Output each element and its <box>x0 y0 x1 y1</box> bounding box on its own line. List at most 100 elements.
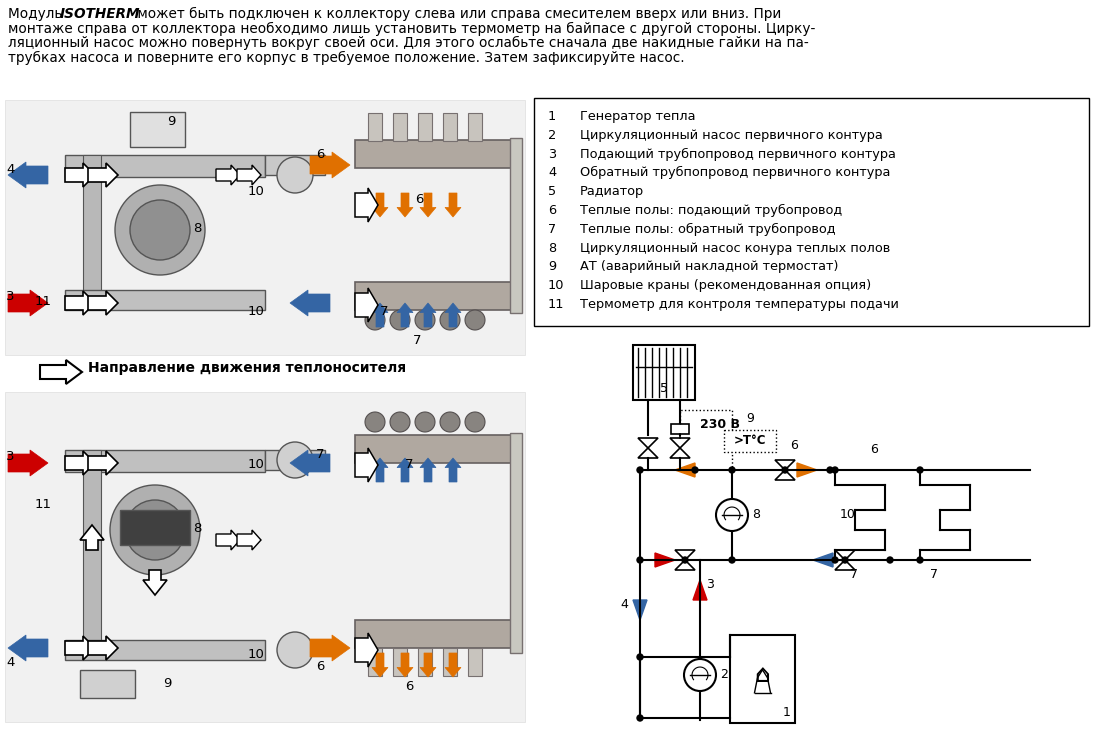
Circle shape <box>842 557 848 563</box>
Circle shape <box>637 467 643 473</box>
Bar <box>534 98 1089 326</box>
Polygon shape <box>237 530 261 550</box>
Bar <box>65 640 265 660</box>
Polygon shape <box>638 448 658 458</box>
Polygon shape <box>310 152 350 178</box>
Polygon shape <box>638 438 658 448</box>
Text: Шаровые краны (рекомендованная опция): Шаровые краны (рекомендованная опция) <box>580 279 871 292</box>
Polygon shape <box>88 451 118 475</box>
Bar <box>131 112 185 147</box>
Circle shape <box>391 310 410 330</box>
Polygon shape <box>445 193 461 217</box>
Text: 7: 7 <box>316 448 325 461</box>
Text: 7: 7 <box>930 568 938 581</box>
Text: 6: 6 <box>405 680 414 693</box>
Polygon shape <box>670 438 690 448</box>
Text: 8: 8 <box>548 242 556 254</box>
Bar <box>355 620 520 648</box>
Text: 8: 8 <box>193 521 202 534</box>
Text: ляционный насос можно повернуть вокруг своей оси. Для этого ослабьте сначала две: ляционный насос можно повернуть вокруг с… <box>8 36 808 50</box>
Polygon shape <box>675 560 695 570</box>
Polygon shape <box>8 635 48 661</box>
Bar <box>418 113 432 141</box>
Polygon shape <box>372 653 388 677</box>
Polygon shape <box>397 653 412 677</box>
Circle shape <box>637 654 643 660</box>
Polygon shape <box>655 553 675 567</box>
Polygon shape <box>372 303 388 327</box>
Circle shape <box>692 467 698 473</box>
Polygon shape <box>8 162 48 188</box>
Bar <box>120 510 190 545</box>
Circle shape <box>730 467 735 473</box>
Text: АТ (аварийный накладной термостат): АТ (аварийный накладной термостат) <box>580 260 838 273</box>
Circle shape <box>917 557 923 563</box>
Text: 1: 1 <box>548 110 556 123</box>
Polygon shape <box>675 463 695 477</box>
Text: 4: 4 <box>5 163 14 176</box>
Text: монтаже справа от коллектора необходимо лишь установить термометр на байпасе с д: монтаже справа от коллектора необходимо … <box>8 21 815 36</box>
Bar <box>80 670 135 698</box>
Polygon shape <box>445 458 461 482</box>
Text: 9: 9 <box>163 677 171 690</box>
Polygon shape <box>445 303 461 327</box>
Text: 3: 3 <box>548 148 556 161</box>
Polygon shape <box>835 550 855 560</box>
Polygon shape <box>813 553 833 567</box>
Text: 4: 4 <box>548 167 556 179</box>
Text: может быть подключен к коллектору слева или справа смесителем вверх или вниз. Пр: может быть подключен к коллектору слева … <box>133 7 781 21</box>
Text: ISOTHERM: ISOTHERM <box>60 7 140 21</box>
Polygon shape <box>355 188 378 222</box>
Text: 10: 10 <box>548 279 565 292</box>
Circle shape <box>278 632 313 668</box>
Text: Термометр для контроля температуры подачи: Термометр для контроля температуры подач… <box>580 298 898 311</box>
Bar <box>443 648 457 676</box>
Polygon shape <box>88 636 118 660</box>
Circle shape <box>131 200 190 260</box>
Text: 3: 3 <box>5 290 14 303</box>
Polygon shape <box>397 303 412 327</box>
Polygon shape <box>355 633 378 667</box>
Circle shape <box>440 412 460 432</box>
Polygon shape <box>65 291 95 315</box>
Text: Генератор тепла: Генератор тепла <box>580 110 695 123</box>
Polygon shape <box>355 288 378 322</box>
Text: 230 В: 230 В <box>700 418 740 431</box>
Bar <box>83 155 101 300</box>
Text: 11: 11 <box>35 498 52 511</box>
Bar <box>83 450 101 650</box>
Text: 7: 7 <box>548 223 556 236</box>
Circle shape <box>365 412 385 432</box>
Polygon shape <box>675 550 695 560</box>
Circle shape <box>440 310 460 330</box>
Bar <box>393 648 407 676</box>
Text: ⌂: ⌂ <box>755 662 770 686</box>
Text: 6: 6 <box>415 193 423 206</box>
Polygon shape <box>445 653 461 677</box>
Text: Циркуляционный насос конура теплых полов: Циркуляционный насос конура теплых полов <box>580 242 891 254</box>
Polygon shape <box>670 448 690 458</box>
Bar <box>65 155 265 177</box>
Polygon shape <box>798 463 817 477</box>
Circle shape <box>415 412 436 432</box>
Polygon shape <box>310 635 350 661</box>
Bar <box>355 435 520 463</box>
Bar <box>5 100 525 355</box>
Text: Обратный трубпопровод первичного контура: Обратный трубпопровод первичного контура <box>580 167 891 180</box>
Bar <box>633 345 695 400</box>
Text: Модуль: Модуль <box>8 7 67 21</box>
Circle shape <box>716 499 748 531</box>
Text: Направление движения теплоносителя: Направление движения теплоносителя <box>88 361 406 375</box>
Polygon shape <box>143 570 167 595</box>
Text: 11: 11 <box>35 295 52 308</box>
Bar <box>671 424 689 434</box>
Bar <box>393 113 407 141</box>
Text: 10: 10 <box>248 185 264 198</box>
Circle shape <box>637 557 643 563</box>
Polygon shape <box>80 525 104 550</box>
Circle shape <box>685 659 716 691</box>
Circle shape <box>110 485 200 575</box>
Text: Теплые полы: обратный трубопровод: Теплые полы: обратный трубопровод <box>580 223 836 236</box>
Text: 10: 10 <box>248 458 264 471</box>
Bar <box>724 430 776 452</box>
